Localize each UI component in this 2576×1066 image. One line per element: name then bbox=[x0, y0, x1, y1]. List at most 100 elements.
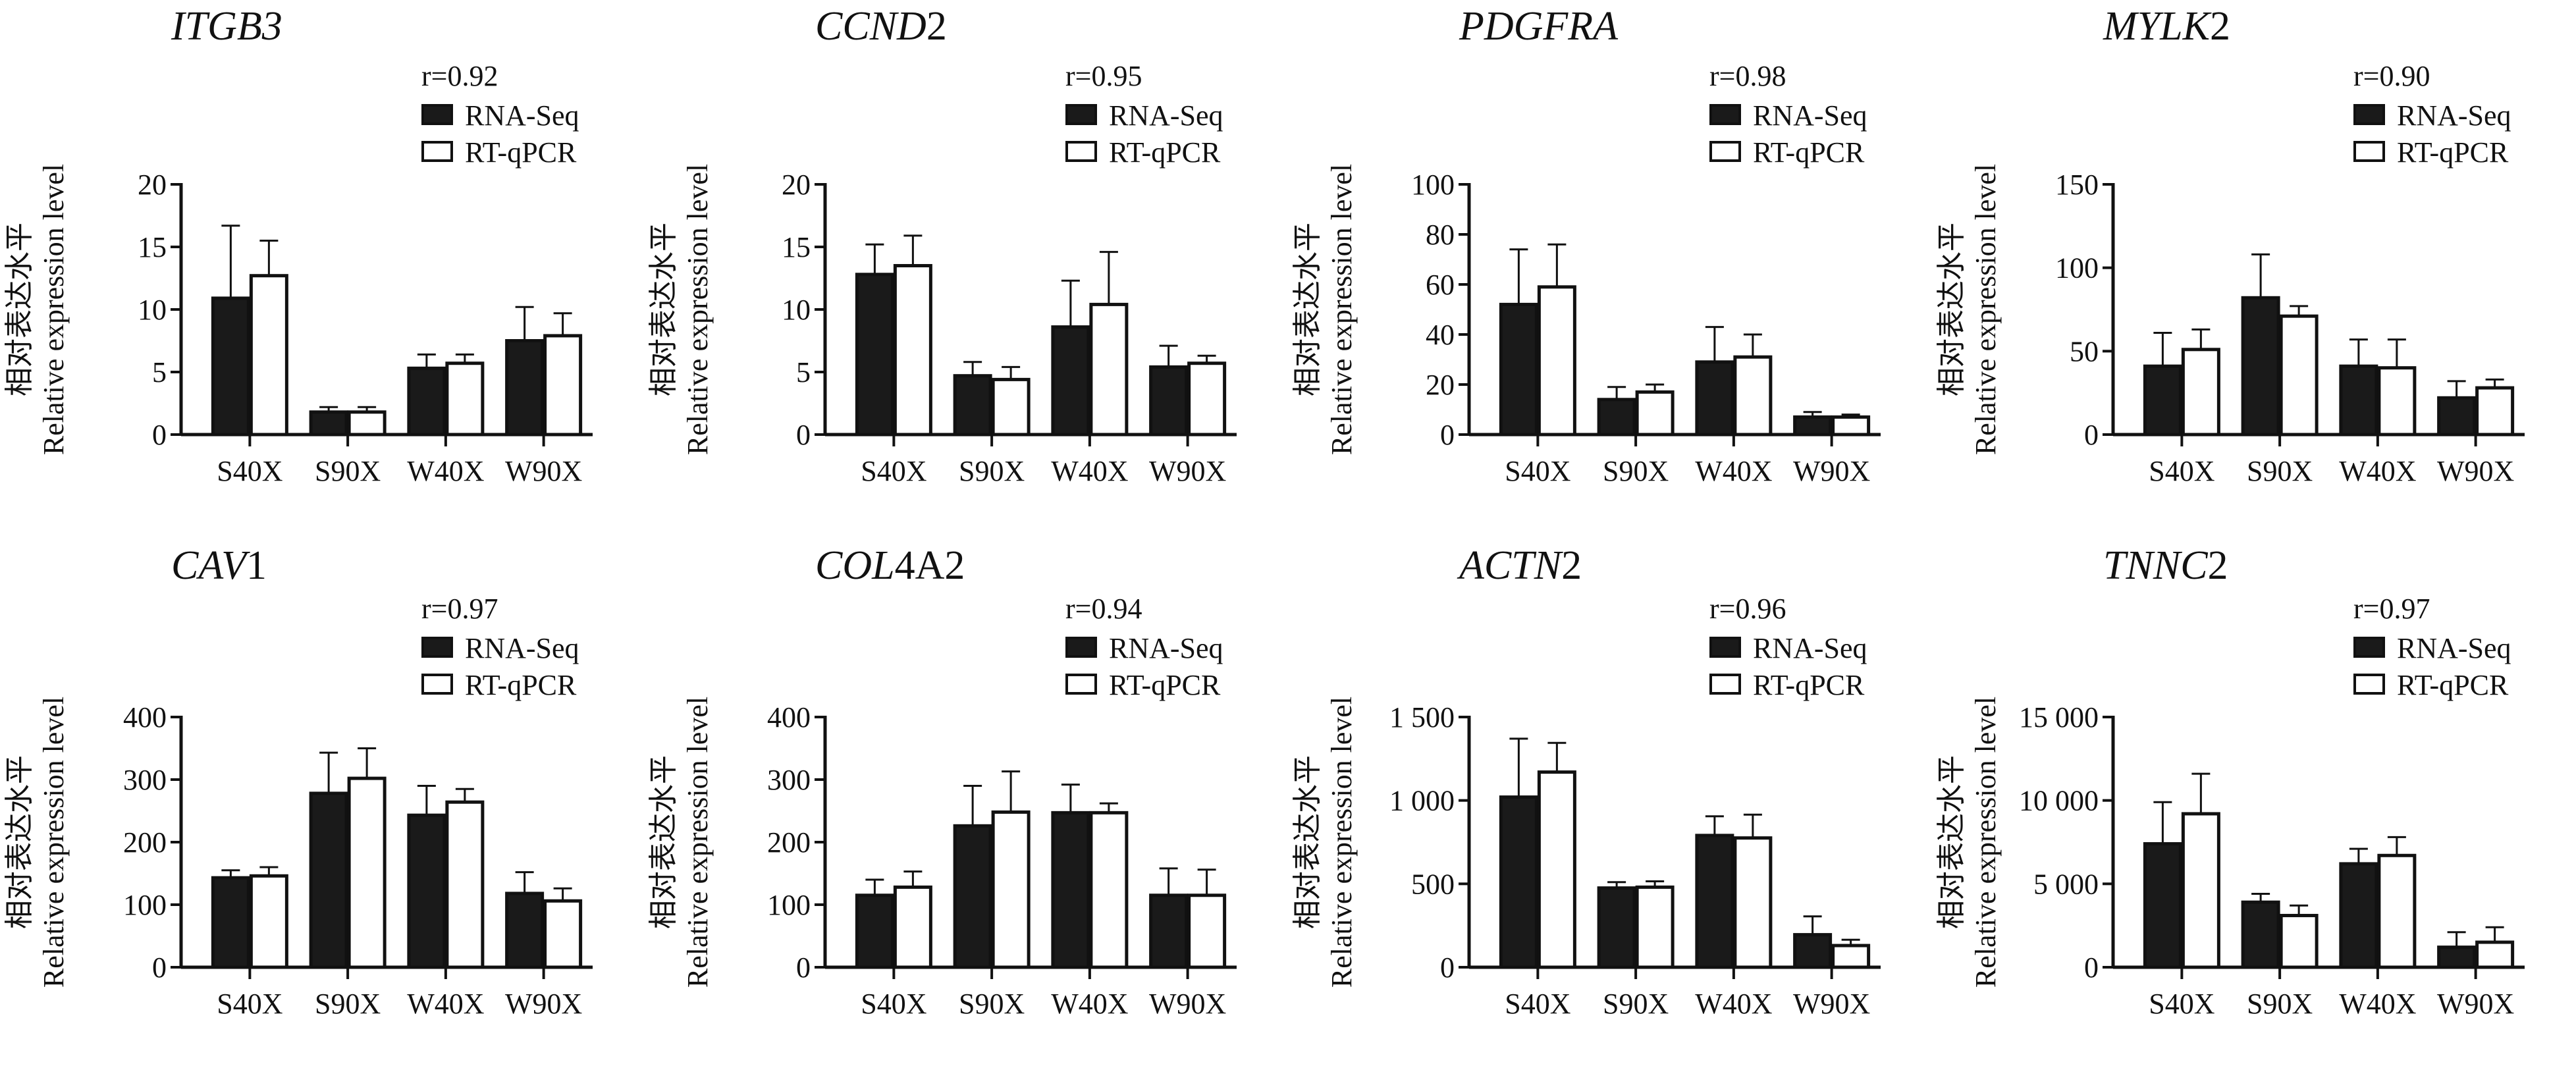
x-tick-label: S40X bbox=[217, 988, 282, 1020]
chart-title-plain: 2 bbox=[1561, 543, 1582, 588]
bar-rt-qpcr bbox=[991, 810, 1031, 969]
chart-title: TNNC2 bbox=[2103, 543, 2228, 588]
legend-label-rna-seq: RNA-Seq bbox=[465, 99, 579, 132]
x-tick-label: S40X bbox=[2149, 455, 2214, 487]
x-tick-label: W90X bbox=[2437, 988, 2514, 1020]
x-tick-label: S40X bbox=[1505, 988, 1570, 1020]
bar-rt-qpcr bbox=[2377, 853, 2417, 969]
x-tick-label: W90X bbox=[2437, 455, 2514, 487]
x-tick-label: S90X bbox=[1603, 455, 1669, 487]
x-tick-label: W40X bbox=[1051, 988, 1128, 1020]
correlation-label: r=0.98 bbox=[1709, 60, 1786, 92]
legend-label-rt-qpcr: RT-qPCR bbox=[1753, 136, 1865, 169]
y-tick-label: 20 bbox=[1426, 369, 1455, 401]
correlation-label: r=0.97 bbox=[2353, 593, 2430, 625]
legend-label-rna-seq: RNA-Seq bbox=[2397, 99, 2511, 132]
bar-rt-qpcr bbox=[445, 800, 485, 969]
y-axis-label: Relative expression level bbox=[1326, 164, 1358, 455]
bar-rt-qpcr bbox=[1733, 355, 1773, 437]
y-tick-label: 80 bbox=[1426, 219, 1455, 251]
y-axis-label-chinese: 相对表达水平 bbox=[1291, 223, 1324, 396]
bar-rna-seq bbox=[2143, 842, 2182, 969]
y-tick-label: 0 bbox=[796, 419, 811, 451]
bar-rt-qpcr bbox=[893, 885, 932, 969]
bar-rna-seq bbox=[2241, 296, 2280, 437]
y-tick-label: 200 bbox=[123, 826, 167, 859]
bar-rna-seq bbox=[1051, 325, 1090, 437]
y-tick-label: 0 bbox=[1440, 419, 1455, 451]
chart-title-plain: 4A2 bbox=[895, 543, 965, 588]
bar-rt-qpcr bbox=[2279, 913, 2319, 969]
bar-rt-qpcr bbox=[1187, 893, 1227, 969]
bar-rt-qpcr bbox=[543, 334, 583, 437]
bar-rt-qpcr bbox=[347, 410, 387, 437]
bar-rt-qpcr bbox=[1635, 885, 1675, 969]
chart-title-italic: MYLK bbox=[2103, 4, 2213, 49]
bar-rna-seq bbox=[309, 410, 348, 437]
chart-title-plain: 1 bbox=[246, 543, 267, 588]
legend-swatch-rt-qpcr bbox=[1065, 674, 1097, 695]
chart-panel: COL4A2 r=0.94 RNA-Seq RT-qPCR 相对表达水平 Relative… bbox=[647, 543, 1237, 1020]
y-axis-label-chinese: 相对表达水平 bbox=[3, 755, 36, 929]
legend-swatch-rna-seq bbox=[421, 637, 453, 658]
bar-rna-seq bbox=[2241, 900, 2280, 969]
bar-rna-seq bbox=[855, 273, 894, 437]
bar-rna-seq bbox=[309, 791, 348, 969]
x-tick-label: W90X bbox=[1149, 455, 1226, 487]
y-tick-label: 400 bbox=[767, 701, 811, 733]
chart-title-italic: CCND bbox=[815, 4, 926, 49]
bar-rna-seq bbox=[1597, 398, 1636, 437]
chart-panel: PDGFRA r=0.98 RNA-Seq RT-qPCR 相对表达水平 Relative… bbox=[1291, 4, 1881, 487]
legend-swatch-rna-seq bbox=[421, 104, 453, 125]
y-tick-label: 5 bbox=[796, 356, 811, 388]
bar-rna-seq bbox=[407, 813, 446, 969]
x-tick-label: S40X bbox=[2149, 988, 2214, 1020]
y-axis-label: Relative expression level bbox=[38, 697, 70, 988]
legend-label-rt-qpcr: RT-qPCR bbox=[465, 136, 577, 169]
x-tick-label: W40X bbox=[2339, 988, 2416, 1020]
x-tick-label: S90X bbox=[315, 988, 381, 1020]
bar-rna-seq bbox=[2437, 396, 2477, 437]
y-tick-label: 100 bbox=[2055, 252, 2099, 284]
chart-title: ITGB3 bbox=[171, 4, 282, 49]
y-tick-label: 20 bbox=[782, 169, 811, 201]
correlation-label: r=0.94 bbox=[1065, 593, 1142, 625]
bar-rt-qpcr bbox=[543, 899, 583, 969]
bar-rt-qpcr bbox=[893, 264, 932, 437]
chart-panel: ACTN2 r=0.96 RNA-Seq RT-qPCR 相对表达水平 Relative … bbox=[1291, 543, 1881, 1020]
bar-rna-seq bbox=[2339, 862, 2378, 969]
chart-title-italic: ITGB3 bbox=[171, 4, 282, 49]
y-tick-label: 10 bbox=[138, 294, 167, 326]
x-tick-label: S40X bbox=[861, 455, 926, 487]
x-tick-label: W40X bbox=[2339, 455, 2416, 487]
x-tick-label: S40X bbox=[1505, 455, 1570, 487]
bar-rt-qpcr bbox=[2181, 812, 2220, 969]
y-axis-label-chinese: 相对表达水平 bbox=[647, 755, 680, 929]
y-axis-label: Relative expression level bbox=[1970, 164, 2002, 455]
y-axis-label: Relative expression level bbox=[682, 164, 714, 455]
chart-title-plain: 2 bbox=[926, 4, 947, 49]
bar-rna-seq bbox=[953, 824, 992, 969]
legend-label-rt-qpcr: RT-qPCR bbox=[1109, 136, 1221, 169]
bar-rt-qpcr bbox=[1187, 361, 1227, 437]
y-axis-label-chinese: 相对表达水平 bbox=[3, 223, 36, 396]
legend-label-rna-seq: RNA-Seq bbox=[1109, 632, 1223, 664]
y-tick-label: 300 bbox=[767, 764, 811, 796]
y-axis-label-chinese: 相对表达水平 bbox=[1935, 223, 1968, 396]
chart-title: COL4A2 bbox=[815, 543, 965, 588]
y-tick-label: 0 bbox=[2084, 419, 2099, 451]
bar-rna-seq bbox=[1149, 365, 1189, 437]
bar-rna-seq bbox=[407, 366, 446, 437]
bar-rt-qpcr bbox=[1635, 390, 1675, 437]
bar-rna-seq bbox=[1793, 933, 1833, 969]
chart-title-italic: PDGFRA bbox=[1459, 4, 1619, 49]
bar-rt-qpcr bbox=[1831, 415, 1871, 437]
bar-rna-seq bbox=[1793, 415, 1833, 437]
legend-label-rt-qpcr: RT-qPCR bbox=[1753, 669, 1865, 701]
x-tick-label: W40X bbox=[407, 988, 484, 1020]
legend-swatch-rna-seq bbox=[2353, 104, 2385, 125]
y-axis-label: Relative expression level bbox=[1326, 697, 1358, 988]
legend-swatch-rt-qpcr bbox=[421, 674, 453, 695]
x-tick-label: W40X bbox=[1695, 455, 1772, 487]
x-tick-label: W40X bbox=[1051, 455, 1128, 487]
